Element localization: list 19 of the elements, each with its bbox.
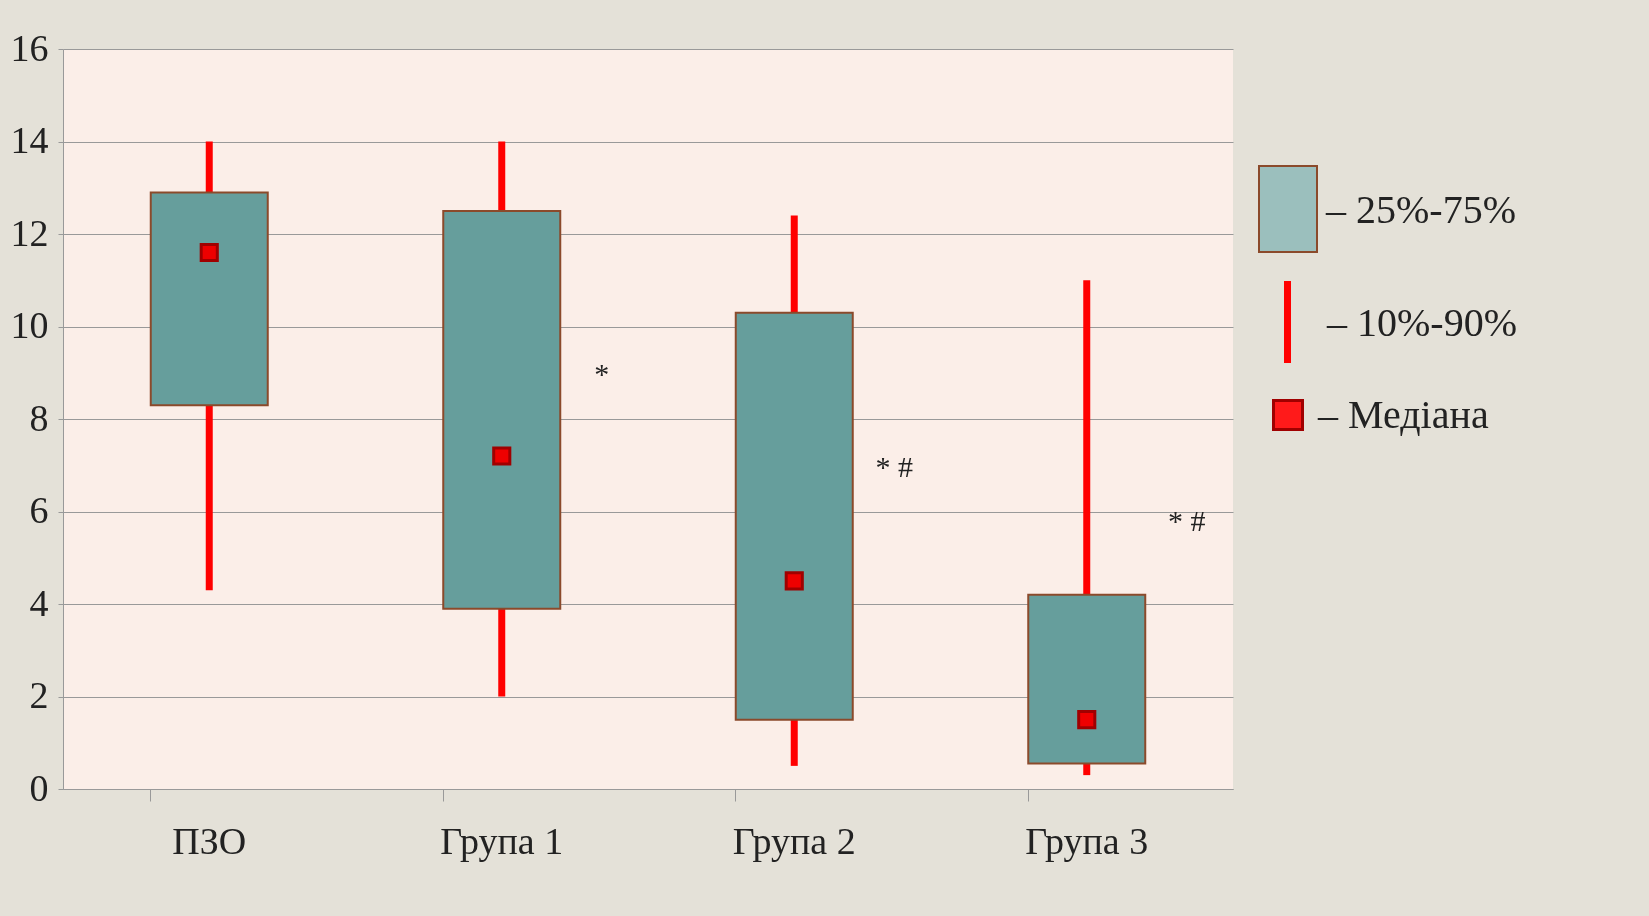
x-tick-label: ПЗО: [172, 819, 247, 862]
annotation: *: [594, 357, 610, 391]
y-tick-label: 6: [29, 489, 49, 531]
y-tick-label: 2: [29, 674, 49, 716]
annotation: * #: [875, 449, 913, 483]
x-tick-label: Група 2: [732, 819, 856, 862]
y-tick-label: 12: [10, 211, 49, 254]
y-tick-label: 10: [10, 304, 49, 346]
x-tick-label: Група 3: [1025, 819, 1149, 862]
annotation: * #: [1168, 503, 1206, 537]
text: – 25%-75%: [1326, 185, 1516, 233]
y-tick-label: 0: [29, 766, 49, 809]
x-tick-label: Група 1: [440, 819, 564, 862]
text: – Медіана: [1318, 391, 1489, 438]
y-tick-label: 8: [29, 396, 49, 439]
y-tick-label: 14: [10, 119, 49, 161]
y-tick-label: 4: [29, 581, 49, 624]
text: – 10%-90%: [1327, 298, 1517, 346]
y-tick-label: 16: [10, 26, 49, 69]
